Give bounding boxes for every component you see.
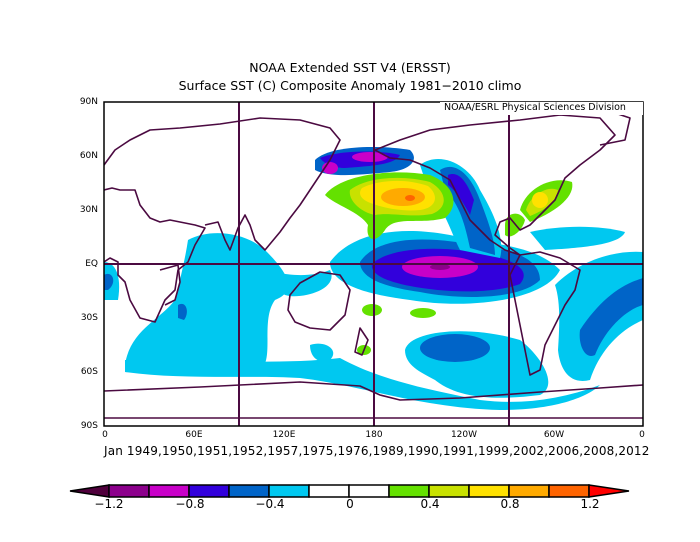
chart-title: NOAA Extended SST V4 (ERSST) <box>249 60 451 75</box>
colorbar-swatch <box>148 484 190 498</box>
lat-label: EQ <box>85 259 98 269</box>
anomaly-region <box>125 358 600 410</box>
anomaly-region <box>245 262 332 297</box>
lat-label: 90N <box>79 97 98 107</box>
colorbar-arrow-low <box>69 484 110 498</box>
anomaly-region <box>410 308 436 318</box>
lat-label: 60N <box>79 151 98 161</box>
anomaly-region <box>125 233 289 373</box>
anomaly-region <box>405 195 415 201</box>
coastline <box>104 381 643 401</box>
anomaly-region <box>178 303 187 320</box>
colorbar-swatch <box>508 484 550 498</box>
colorbar-swatch <box>388 484 430 498</box>
colorbar-swatch <box>308 484 350 498</box>
colorbar-label: −1.2 <box>94 497 124 511</box>
credit-label: NOAA/ESRL Physical Sciences Division <box>444 102 626 113</box>
coastline <box>159 264 181 306</box>
coastline <box>509 251 581 376</box>
coastline <box>104 187 206 323</box>
colorbar-swatch <box>548 484 590 498</box>
anomaly-region <box>420 334 490 362</box>
anomaly-region <box>381 188 425 206</box>
lat-label: 90S <box>80 421 98 431</box>
lon-label: 0 <box>639 430 645 440</box>
coastline <box>374 114 616 256</box>
colorbar-swatch <box>108 484 150 498</box>
colorbar-label: 1.2 <box>580 497 600 511</box>
colorbar-swatch <box>428 484 470 498</box>
colorbar-swatch <box>468 484 510 498</box>
colorbar-swatch <box>188 484 230 498</box>
anomaly-region <box>430 264 450 270</box>
colorbar-swatch <box>268 484 310 498</box>
lon-label: 60E <box>185 430 203 440</box>
chart-subtitle: Surface SST (C) Composite Anomaly 1981−2… <box>178 78 522 93</box>
lat-label: 60S <box>80 367 98 377</box>
colorbar-label: 0.4 <box>420 497 440 511</box>
lon-label: 120E <box>272 430 296 440</box>
lat-label: 30N <box>79 205 98 215</box>
anomaly-region <box>530 226 625 250</box>
anomaly-region <box>362 304 382 316</box>
colorbar-label: −0.8 <box>175 497 205 511</box>
anomaly-region <box>104 273 114 290</box>
colorbar-swatch <box>228 484 270 498</box>
lon-label: 0 <box>102 430 108 440</box>
colorbar-label: 0.8 <box>500 497 520 511</box>
anomaly-region <box>579 278 643 356</box>
colorbar-label: −0.4 <box>255 497 285 511</box>
colorbar-arrow-high <box>588 484 630 498</box>
coastline <box>104 117 341 251</box>
composite-years-label: Jan 1949,1950,1951,1952,1957,1975,1976,1… <box>104 444 650 458</box>
lon-label: 180 <box>365 430 383 440</box>
colorbar-label: 0 <box>346 497 354 511</box>
lat-label: 30S <box>80 313 98 323</box>
grid-lines <box>104 102 643 426</box>
anomaly-region <box>448 174 474 215</box>
lon-label: 60W <box>543 430 565 440</box>
lon-label: 120W <box>450 430 478 440</box>
coastline <box>287 271 351 331</box>
anomaly-region <box>310 343 334 362</box>
anomaly-region <box>352 152 388 162</box>
colorbar-swatch <box>348 484 390 498</box>
anomaly-region <box>532 192 548 208</box>
map-frame <box>103 101 644 427</box>
colorbar <box>69 484 630 498</box>
coastline <box>354 327 369 356</box>
credit-background <box>440 102 643 115</box>
